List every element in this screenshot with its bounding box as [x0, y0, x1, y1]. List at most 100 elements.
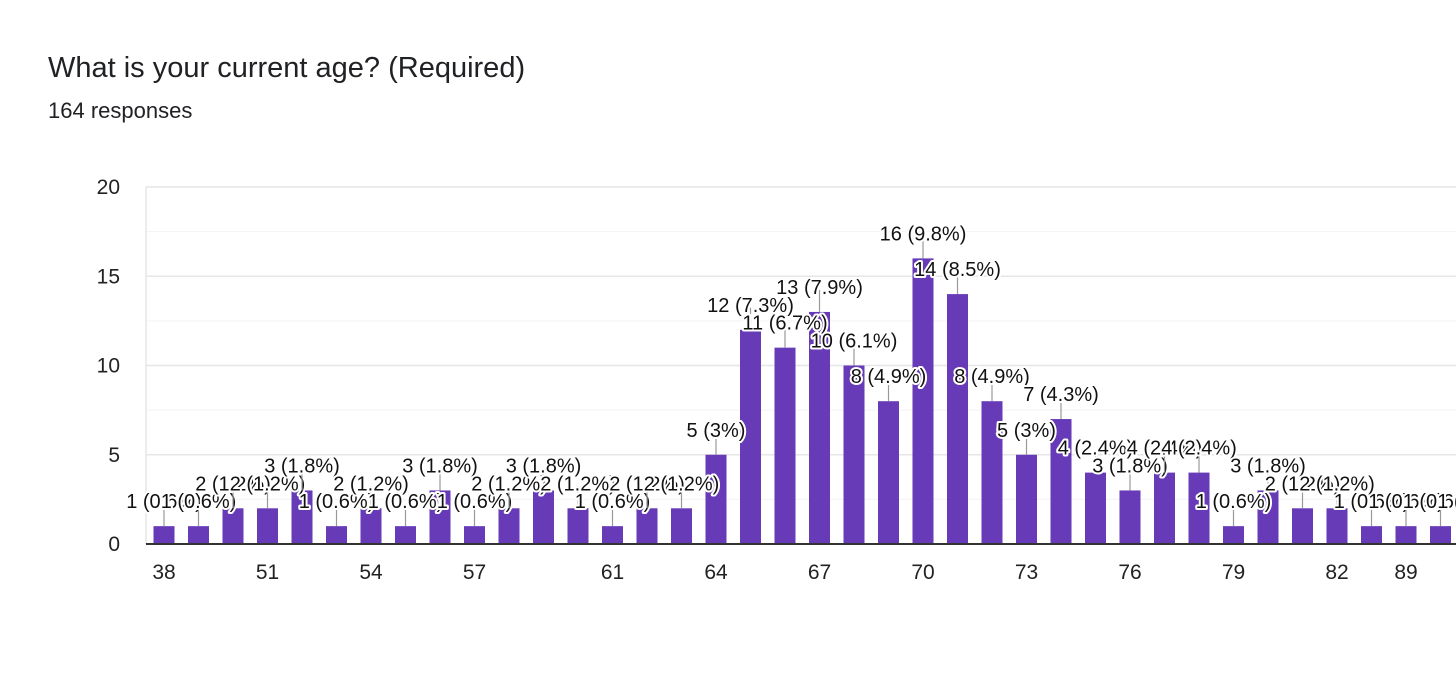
data-label: 14 (8.5%) [914, 259, 1001, 281]
data-label: 10 (6.1%) [811, 331, 898, 353]
data-label: 2 (1.2%) [471, 473, 547, 495]
bar [1257, 490, 1279, 544]
y-tick-label: 0 [108, 533, 120, 556]
x-tick-label: 73 [1015, 561, 1038, 584]
bar [326, 526, 347, 544]
data-label: 1 (0.6%) [299, 491, 375, 513]
y-tick-label: 15 [97, 265, 120, 288]
data-label: 3 (1.8%) [264, 455, 340, 477]
bar [395, 526, 416, 544]
bar [1430, 526, 1451, 544]
x-tick-label: 57 [463, 561, 486, 584]
data-label: 1 (0.6%) [1368, 491, 1444, 513]
data-label: 1 (0.6%) [368, 491, 444, 513]
bar [1154, 472, 1175, 544]
data-label: 2 (1.2%) [540, 473, 616, 495]
data-label: 7 (4.3%) [1023, 384, 1099, 406]
data-label: 2 (1.2%) [644, 473, 720, 495]
data-label: 4 (2.4%) [1058, 438, 1134, 460]
data-label: 5 (3%) [687, 420, 746, 442]
data-label: 1 (0.6%) [161, 491, 237, 513]
data-label: 1 (0.6%) [575, 491, 651, 513]
x-tick-label: 67 [808, 561, 831, 584]
data-label: 3 (1.8%) [402, 455, 478, 477]
bar [912, 258, 934, 544]
x-tick-label: 89 [1394, 561, 1417, 584]
data-label: 8 (4.9%) [851, 366, 927, 388]
bar [1395, 526, 1417, 544]
data-label: 5 (3%) [997, 420, 1056, 442]
bar [567, 508, 589, 544]
data-label: 16 (9.8%) [880, 223, 967, 245]
x-tick-label: 76 [1118, 561, 1141, 584]
bar [1119, 490, 1141, 544]
x-tick-label: 38 [152, 561, 175, 584]
data-label: 2 (1.2%) [333, 473, 409, 495]
bar [498, 508, 520, 544]
data-label: 4 (2.4%) [1161, 438, 1237, 460]
bar [1326, 508, 1348, 544]
bar [188, 526, 209, 544]
bar [1292, 508, 1313, 544]
data-label: 1 (0.6%) [1403, 491, 1456, 513]
bar [464, 526, 485, 544]
x-tick-label: 79 [1222, 561, 1245, 584]
bar [878, 401, 899, 544]
y-tick-label: 10 [97, 355, 120, 378]
bar [257, 508, 278, 544]
bar [429, 490, 451, 544]
data-label: 1 (0.6%) [126, 491, 202, 513]
data-label: 2 (1.2%) [1265, 473, 1341, 495]
y-tick-label: 20 [97, 176, 120, 199]
bar [981, 401, 1003, 544]
bar [1085, 472, 1106, 544]
bar [533, 490, 554, 544]
response-count: 164 responses [48, 98, 193, 123]
bar [602, 526, 623, 544]
bar [1188, 472, 1210, 544]
bar [1223, 526, 1244, 544]
data-label: 8 (4.9%) [954, 366, 1030, 388]
x-tick-label: 64 [704, 561, 728, 584]
bar [291, 490, 313, 544]
data-label: 3 (1.8%) [506, 455, 582, 477]
x-tick-label: 51 [256, 561, 279, 584]
data-label: 3 (1.8%) [1230, 455, 1306, 477]
x-tick-label: 70 [911, 561, 934, 584]
bar [1016, 454, 1037, 544]
data-label: 2 (1.2%) [1299, 473, 1375, 495]
data-label: 13 (7.9%) [776, 277, 863, 299]
data-label: 1 (0.6%) [437, 491, 513, 513]
data-label: 2 (1.2%) [609, 473, 685, 495]
x-tick-label: 61 [601, 561, 624, 584]
data-label: 4 (2.4%) [1127, 438, 1203, 460]
bar [636, 508, 658, 544]
bar [360, 508, 382, 544]
bar [809, 311, 830, 544]
bar [705, 454, 727, 544]
data-label: 12 (7.3%) [707, 295, 794, 317]
axes: 0 5 10 15 20 38 51 54 57 61 64 67 70 73 76 79 82 89 [97, 176, 1456, 584]
y-tick-label: 5 [108, 444, 120, 467]
bar [740, 329, 761, 544]
data-label: 2 (1.2%) [230, 473, 306, 495]
data-label: 1 (0.6%) [1196, 491, 1272, 513]
data-label: 3 (1.8%) [1092, 455, 1168, 477]
bar [1050, 419, 1072, 544]
data-label: 1 (0.6%) [1437, 491, 1456, 513]
bar [222, 508, 244, 544]
data-label: 2 (1.2%) [195, 473, 271, 495]
bar [774, 347, 796, 544]
x-tick-label: 54 [359, 561, 383, 584]
bar [1361, 526, 1382, 544]
question-title: What is your current age? (Required) [48, 52, 526, 84]
bar [947, 294, 968, 544]
bar [153, 526, 175, 544]
x-tick-label: 82 [1325, 561, 1348, 584]
bar [843, 365, 865, 544]
data-label: 11 (6.7%) [742, 313, 827, 335]
data-label: 1 (0.6%) [1334, 491, 1410, 513]
bar [671, 508, 692, 544]
data-labels: 1 (0.6%)1 (0.6%)2 (1.2%)2 (1.2%)3 (1.8%)… [124, 221, 1456, 527]
